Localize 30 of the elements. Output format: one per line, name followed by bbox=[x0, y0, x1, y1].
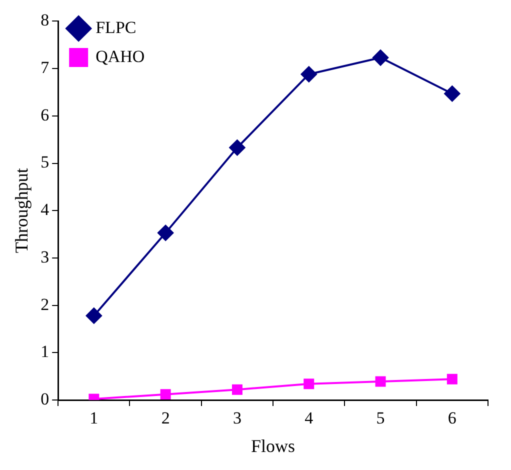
point bbox=[232, 384, 242, 395]
legend-label: QAHO bbox=[96, 46, 145, 66]
y-axis-title: Throughput bbox=[12, 168, 32, 254]
x-tick-label: 6 bbox=[448, 408, 456, 428]
y-tick-label: 2 bbox=[40, 294, 50, 314]
point bbox=[300, 66, 317, 82]
point bbox=[229, 140, 246, 156]
y-tick-label: 8 bbox=[40, 10, 50, 30]
y-tick-label: 5 bbox=[40, 152, 50, 172]
x-tick-label: 5 bbox=[376, 408, 385, 428]
y-tick-label: 1 bbox=[40, 342, 50, 362]
y-tick-label: 0 bbox=[40, 389, 50, 408]
point bbox=[304, 378, 314, 390]
point bbox=[372, 50, 389, 66]
x-tick-label: 4 bbox=[304, 408, 314, 428]
y-tick-label: 4 bbox=[40, 200, 50, 220]
point bbox=[86, 308, 102, 324]
legend-label: FLPC bbox=[96, 18, 136, 37]
y-tick-label: 6 bbox=[40, 105, 50, 124]
point bbox=[160, 389, 171, 400]
x-axis-title: Flows bbox=[251, 436, 296, 456]
point bbox=[158, 224, 174, 241]
x-tick-label: 1 bbox=[90, 408, 98, 428]
x-tick-label: 2 bbox=[161, 408, 170, 428]
y-tick-label: 3 bbox=[40, 247, 50, 266]
point bbox=[375, 376, 386, 387]
y-tick-label: 7 bbox=[40, 58, 50, 78]
point bbox=[446, 374, 458, 384]
x-tick-label: 3 bbox=[232, 408, 242, 428]
point bbox=[444, 86, 460, 102]
